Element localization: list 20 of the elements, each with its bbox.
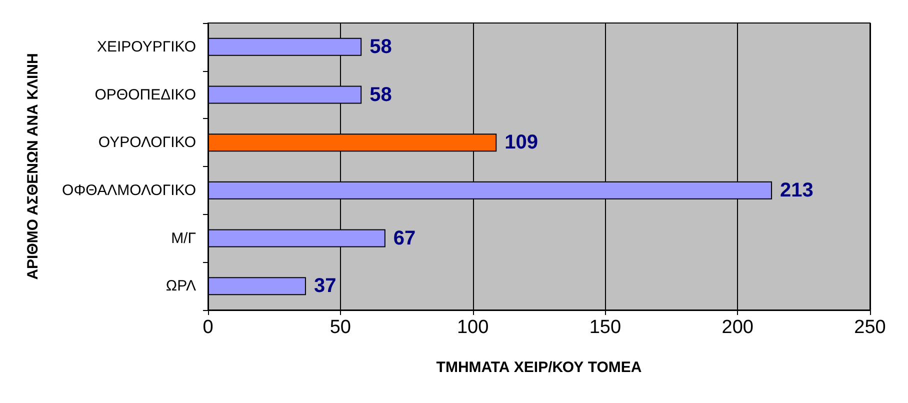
x-tick-label: 200 [722,317,754,338]
x-tick-label: 0 [202,317,214,338]
x-tick-label: 150 [589,317,622,338]
x-tick-label: 50 [330,317,351,338]
y-tick-label: ΧΕΙΡΟΥΡΓΙΚΟ [96,38,196,56]
x-tick-label: 100 [456,317,489,338]
data-label: 58 [370,84,392,106]
data-label: 58 [370,36,392,58]
y-tick-label: ΟΥΡΟΛΟΓΙΚΟ [98,134,196,152]
y-tick-label: Μ/Γ [171,230,196,247]
y-axis-title: ΑΡΙΘΜΟ ΑΣΘΕΝΩΝ ΑΝΑ ΚΛΙΝΗ [24,53,42,280]
y-tick-label: ΩΡΛ [166,278,196,295]
data-label: 67 [393,227,416,250]
y-tick-label: ΟΦΘΑΛΜΟΛΟΓΙΚΟ [62,182,196,199]
data-label: 37 [314,275,336,298]
y-tick-label: ΟΡΘΟΠΕΔΙΚΟ [94,86,196,104]
data-label: 109 [504,132,538,154]
data-label: 213 [780,179,814,202]
x-tick-label: 250 [854,317,886,338]
x-axis-title: ΤΜΗΜΑΤΑ ΧΕΙΡ/ΚΟΥ ΤΟΜΕΑ [436,359,642,376]
